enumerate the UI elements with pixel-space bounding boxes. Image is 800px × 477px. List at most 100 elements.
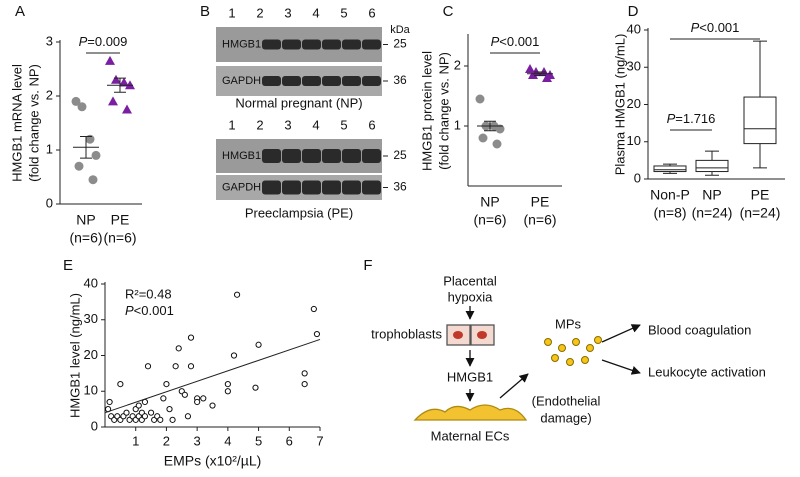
data-point bbox=[147, 409, 155, 416]
x-tick-label: PE bbox=[751, 187, 770, 203]
data-point bbox=[475, 94, 485, 104]
p-symbol: P bbox=[491, 34, 500, 49]
panel-label: B bbox=[200, 3, 210, 20]
arrow bbox=[499, 373, 529, 399]
panel-label: A bbox=[15, 3, 25, 20]
data-point bbox=[230, 352, 238, 359]
data-point bbox=[495, 124, 505, 134]
data-point bbox=[310, 305, 317, 313]
box bbox=[743, 96, 777, 145]
error-bar bbox=[114, 77, 126, 93]
lane-number: 6 bbox=[368, 117, 375, 132]
y-tick-label: 20 bbox=[84, 347, 98, 362]
panel-label: D bbox=[628, 3, 639, 20]
blot bbox=[216, 27, 382, 200]
diagram-text: HMGB1 bbox=[447, 369, 493, 384]
data-point bbox=[301, 370, 308, 377]
data-point bbox=[187, 334, 195, 341]
band bbox=[262, 180, 281, 195]
diagram-text: Blood coagulation bbox=[648, 322, 751, 337]
whisker bbox=[753, 143, 767, 169]
data-point bbox=[478, 133, 488, 143]
data-point bbox=[224, 381, 231, 388]
data-point bbox=[224, 388, 231, 395]
y-tick-label: 0 bbox=[634, 170, 641, 185]
data-point bbox=[123, 409, 130, 416]
x-tick-sublabel: (n=24) bbox=[740, 205, 781, 221]
diagram-text: damage) bbox=[540, 410, 591, 425]
band bbox=[322, 76, 341, 86]
x-tick-label: Non-P bbox=[650, 187, 690, 203]
band bbox=[362, 180, 381, 195]
band bbox=[302, 180, 321, 195]
data-point bbox=[200, 395, 207, 402]
x-tick-label: 3 bbox=[194, 433, 201, 448]
x-tick-label: 4 bbox=[224, 433, 231, 448]
trend-line bbox=[104, 338, 321, 414]
box bbox=[695, 159, 729, 173]
blot-caption: Normal pregnant (NP) bbox=[235, 95, 362, 110]
x-tick-label: NP bbox=[702, 187, 721, 203]
x-tick-sublabel: (n=8) bbox=[653, 205, 686, 221]
diagram-text: (Endothelial bbox=[532, 393, 601, 408]
band bbox=[342, 76, 361, 86]
data-point bbox=[166, 406, 173, 413]
lane-number: 2 bbox=[256, 5, 263, 20]
y-tick-label: 2 bbox=[46, 87, 53, 102]
data-point bbox=[108, 96, 118, 106]
data-point bbox=[252, 384, 259, 391]
y-axis-label: HMGB1 protein level bbox=[419, 51, 434, 171]
blot-caption: Preeclampsia (PE) bbox=[245, 205, 353, 220]
x-tick-label: 1 bbox=[132, 433, 139, 448]
x-tick-label: 6 bbox=[286, 433, 293, 448]
data-point bbox=[119, 77, 129, 87]
y-tick-label: 20 bbox=[627, 96, 641, 111]
y-axis-label: HMGB1 level (ng/mL) bbox=[67, 293, 82, 418]
diagram-text: trophoblasts bbox=[371, 326, 442, 341]
y-tick-label: 40 bbox=[84, 275, 98, 290]
whisker bbox=[705, 171, 719, 176]
band bbox=[282, 39, 301, 50]
data-point bbox=[181, 391, 188, 398]
band bbox=[322, 39, 341, 50]
error-bar bbox=[80, 136, 92, 159]
band bbox=[322, 180, 341, 195]
data-point bbox=[105, 55, 115, 65]
data-point bbox=[528, 70, 538, 79]
data-point bbox=[88, 175, 98, 185]
x-tick-sublabel: (n=6) bbox=[473, 212, 506, 228]
data-point bbox=[184, 413, 192, 420]
band bbox=[262, 149, 281, 163]
data-point bbox=[111, 74, 121, 84]
protein-label: HMGB1 bbox=[222, 150, 261, 162]
error-bar bbox=[534, 71, 546, 77]
panel-label: C bbox=[443, 3, 454, 20]
y-tick-label: 0 bbox=[91, 418, 98, 433]
data-point bbox=[106, 398, 113, 406]
data-point bbox=[172, 363, 179, 370]
y-tick-label: 40 bbox=[627, 21, 641, 36]
p-value: <0.001 bbox=[699, 20, 739, 35]
y-axis-label: (fold change vs. NP) bbox=[26, 64, 41, 182]
whisker bbox=[705, 150, 719, 161]
y-tick-label: 1 bbox=[46, 141, 53, 156]
band bbox=[302, 76, 321, 86]
band bbox=[362, 76, 381, 86]
y-tick-label: 10 bbox=[627, 133, 641, 148]
data-point bbox=[77, 102, 87, 112]
band bbox=[342, 149, 361, 163]
data-point bbox=[313, 330, 321, 338]
data-point bbox=[117, 381, 124, 388]
p-value: <0.001 bbox=[499, 34, 539, 49]
x-tick-label: NP bbox=[76, 212, 95, 228]
band bbox=[342, 39, 361, 50]
band bbox=[362, 39, 381, 50]
y-tick-label: 3 bbox=[46, 33, 53, 48]
data-point bbox=[255, 341, 262, 348]
lane-number: 1 bbox=[228, 5, 235, 20]
panel-label: E bbox=[63, 257, 73, 274]
x-tick-label: PE bbox=[111, 212, 130, 228]
p-symbol: P bbox=[79, 34, 88, 49]
band bbox=[262, 39, 281, 50]
significance-label: P<0.001 bbox=[491, 34, 540, 49]
